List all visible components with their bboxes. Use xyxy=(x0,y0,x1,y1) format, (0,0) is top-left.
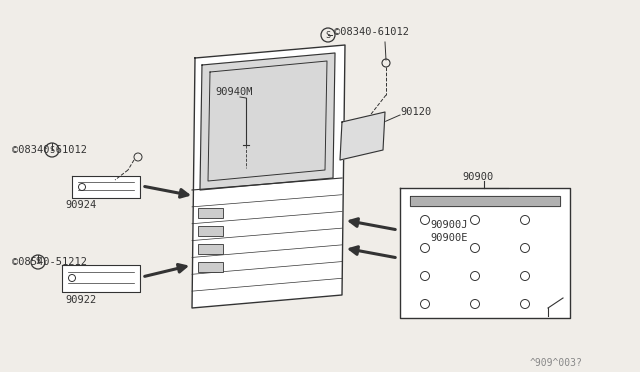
Polygon shape xyxy=(62,265,140,292)
Text: S: S xyxy=(35,257,40,266)
Text: 90940M: 90940M xyxy=(215,87,253,97)
Text: ©08340-61012: ©08340-61012 xyxy=(334,27,409,37)
Polygon shape xyxy=(200,53,335,190)
Text: 90900J: 90900J xyxy=(430,220,467,230)
Text: S: S xyxy=(326,31,330,39)
Polygon shape xyxy=(400,188,570,318)
Bar xyxy=(198,262,223,272)
Text: 90924: 90924 xyxy=(65,200,96,210)
Text: 90120: 90120 xyxy=(400,107,431,117)
Bar xyxy=(198,208,223,218)
Text: ©08540-51212: ©08540-51212 xyxy=(12,257,87,267)
Bar xyxy=(198,244,223,254)
Polygon shape xyxy=(72,176,140,198)
Polygon shape xyxy=(192,45,345,308)
Polygon shape xyxy=(340,112,385,160)
Text: S: S xyxy=(49,145,54,154)
Text: ^909^003?: ^909^003? xyxy=(530,358,583,368)
Polygon shape xyxy=(410,196,560,206)
Text: 90900: 90900 xyxy=(462,172,493,182)
Text: 90922: 90922 xyxy=(65,295,96,305)
Text: 90900E: 90900E xyxy=(430,233,467,243)
Text: ©08340-61012: ©08340-61012 xyxy=(12,145,87,155)
Bar xyxy=(198,226,223,236)
